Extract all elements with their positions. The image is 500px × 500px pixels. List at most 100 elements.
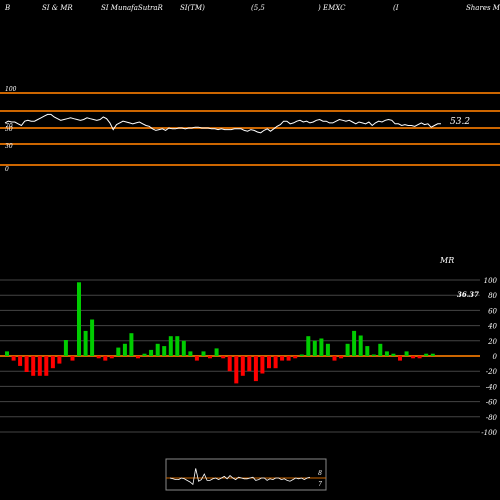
mrsi-bar: [293, 356, 298, 359]
mrsi-bar: [168, 336, 173, 356]
mrsi-bar: [201, 351, 206, 356]
mrsi-bar: [411, 356, 416, 359]
rsi-tick-label: 50: [5, 126, 13, 133]
mrsi-bar: [181, 340, 186, 356]
mrsi-bar: [273, 356, 278, 369]
mrsi-bar: [208, 356, 212, 359]
mrsi-bar: [136, 356, 140, 359]
thumbnail-label: 7: [318, 481, 322, 488]
mrsi-title: MR: [439, 256, 454, 265]
mrsi-tick-label: 0: [493, 353, 498, 361]
mrsi-bar: [430, 353, 435, 356]
mrsi-bar: [70, 356, 75, 361]
mrsi-bar: [312, 340, 317, 356]
mrsi-bar: [24, 356, 29, 372]
mrsi-bar: [44, 356, 49, 376]
mrsi-bar: [77, 282, 81, 356]
thumbnail-label: 8: [318, 470, 322, 477]
mrsi-bar: [378, 343, 383, 356]
mrsi-bar: [63, 340, 68, 356]
mrsi-bar: [221, 356, 226, 359]
header-item: (I: [393, 4, 399, 12]
header-item: Shares MS: [466, 4, 500, 12]
mrsi-bar: [358, 335, 363, 356]
mrsi-bar: [371, 354, 376, 356]
mrsi-bar: [234, 356, 239, 384]
mrsi-bar: [267, 356, 271, 369]
mrsi-bar: [5, 351, 9, 356]
mrsi-bar: [18, 356, 23, 366]
rsi-tick-label: 100: [5, 86, 17, 93]
mrsi-bar: [142, 353, 147, 356]
mrsi-bar: [299, 354, 304, 356]
mrsi-panel: 100 80 60 40 20 0 -20 -40 -60 -80 -100 MR 36.37: [0, 256, 498, 437]
mrsi-bar: [345, 343, 350, 356]
rsi-tick-label: 70: [5, 123, 13, 130]
mrsi-bar: [109, 356, 114, 359]
mrsi-current-value: 36.37: [457, 290, 479, 299]
mrsi-bar: [83, 330, 88, 356]
mrsi-bar: [188, 351, 193, 356]
header-item: ) EMXC: [318, 4, 346, 12]
mrsi-bar: [325, 343, 330, 356]
mrsi-bar: [214, 348, 219, 356]
thumbnail-frame: [165, 458, 327, 491]
mrsi-bar: [352, 330, 357, 356]
mrsi-bar: [129, 333, 134, 356]
mrsi-tick-label: 100: [484, 277, 498, 285]
header-item: SI MunafaSutraR: [101, 4, 163, 12]
mrsi-bar: [37, 356, 42, 376]
mrsi-bar: [404, 351, 409, 356]
header-item: SI(TM): [180, 4, 205, 12]
mrsi-bar: [260, 356, 265, 374]
mrsi-bar: [417, 356, 422, 359]
header-item: SI & MR: [42, 4, 73, 12]
mrsi-bar: [194, 356, 199, 361]
mrsi-tick-label: 20: [487, 338, 497, 346]
mrsi-tick-label: 40: [487, 323, 497, 331]
mrsi-bar: [96, 356, 101, 359]
mrsi-bar: [286, 356, 291, 361]
mrsi-bar: [391, 353, 396, 356]
header-item: (5,5: [251, 4, 265, 12]
mrsi-tick-label: -20: [486, 368, 498, 376]
mrsi-bar: [50, 356, 55, 369]
mrsi-bar: [339, 356, 344, 359]
mrsi-bar: [155, 343, 160, 356]
mrsi-bar: [319, 338, 324, 356]
rsi-tick-label: 30: [5, 143, 13, 150]
rsi-series-line: [4, 113, 441, 134]
mrsi-bar: [398, 356, 402, 361]
mrsi-bar: [122, 343, 127, 356]
mrsi-bar: [365, 346, 370, 356]
header-item: B: [5, 4, 11, 12]
thumbnail-series-line: [169, 468, 311, 486]
mrsi-bar: [384, 351, 389, 356]
chart-header: B SI & MR SI MunafaSutraR SI(TM) (5,5 ) …: [0, 0, 500, 16]
mrsi-bar: [116, 347, 121, 356]
overview-thumbnail: 87: [165, 458, 327, 491]
rsi-tick-label: 0: [5, 166, 9, 173]
mrsi-bar: [31, 356, 36, 376]
mrsi-tick-label: 60: [488, 307, 497, 315]
mrsi-bar: [253, 356, 258, 382]
mrsi-bar: [175, 336, 180, 356]
mrsi-tick-label: -100: [481, 429, 497, 437]
mrsi-bar: [57, 356, 62, 364]
mrsi-tick-label: -80: [486, 414, 498, 422]
mrsi-bar: [424, 353, 429, 356]
mrsi-bar: [280, 356, 285, 361]
mrsi-bar: [149, 349, 154, 356]
mrsi-bar: [90, 319, 95, 356]
mrsi-tick-label: 80: [488, 292, 497, 300]
mrsi-bar: [306, 336, 311, 356]
mrsi-tick-label: -40: [486, 383, 498, 391]
mrsi-bar: [247, 356, 252, 372]
mrsi-bar: [227, 356, 232, 372]
mrsi-bar: [162, 346, 167, 356]
mrsi-bar: [103, 356, 108, 361]
rsi-current-value: 53.2: [450, 117, 470, 127]
mrsi-bar: [332, 356, 337, 361]
